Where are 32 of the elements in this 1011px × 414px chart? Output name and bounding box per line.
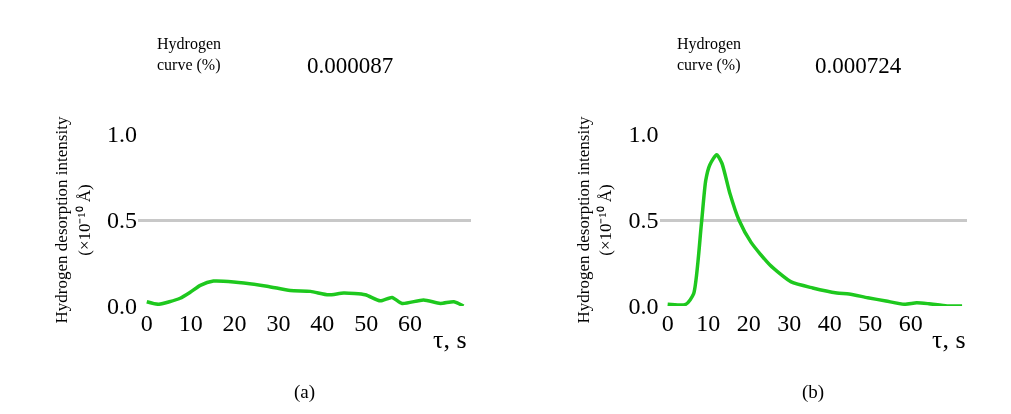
text: Hydrogen curve (%) xyxy=(157,35,221,74)
y-axis-title: Hydrogen desorption intensity (×10⁻¹⁰ Å) xyxy=(52,116,94,324)
x-tick-label: 20 xyxy=(736,310,761,336)
line-series xyxy=(145,279,466,306)
text: 0.000087 xyxy=(307,53,394,78)
y-axis-title: Hydrogen desorption intensity (×10⁻¹⁰ Å) xyxy=(574,116,616,324)
y-tick-label: 1.0 xyxy=(628,121,659,148)
x-tick-label: 60 xyxy=(898,310,923,336)
x-tick-label: 30 xyxy=(266,310,291,336)
y-tick-label: 0.0 xyxy=(107,293,137,320)
y-tick-label: 0.5 xyxy=(107,207,137,234)
x-axis-title: τ, s xyxy=(932,325,966,354)
x-tick-label: 30 xyxy=(777,310,802,336)
x-tick-label: 20 xyxy=(222,310,247,336)
text: (b) xyxy=(802,381,825,403)
x-tick-label: 40 xyxy=(310,310,335,336)
y-tick-label: 0.0 xyxy=(628,293,659,320)
text: 0.000724 xyxy=(815,53,902,78)
x-axis-title: τ, s xyxy=(433,325,467,354)
x-tick-label: 0 xyxy=(661,310,674,336)
line-series xyxy=(665,152,964,306)
x-tick-label: 0 xyxy=(140,310,153,336)
x-tick-label: 50 xyxy=(858,310,883,336)
text: Hydrogen curve (%) xyxy=(677,35,741,74)
x-tick-label: 10 xyxy=(178,310,203,336)
y-tick-label: 0.5 xyxy=(628,207,659,234)
x-tick-label: 50 xyxy=(354,310,379,336)
x-tick-label: 10 xyxy=(696,310,721,336)
y-tick-label: 1.0 xyxy=(107,121,137,148)
x-tick-label: 40 xyxy=(817,310,842,336)
x-tick-label: 60 xyxy=(398,310,423,336)
text: (a) xyxy=(294,381,316,403)
